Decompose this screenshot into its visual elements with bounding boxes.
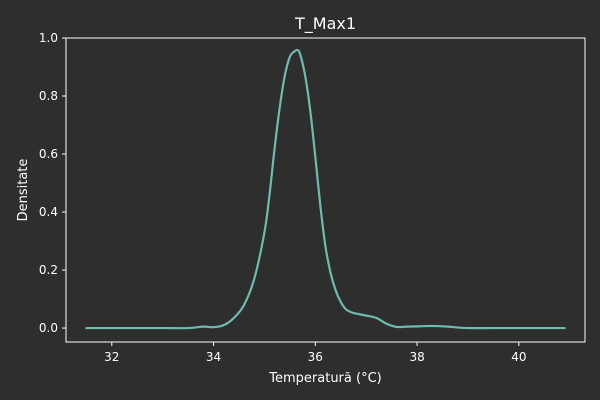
density-line xyxy=(85,48,566,330)
y-tick-label: 0.6 xyxy=(39,147,58,161)
y-tick-label: 1.0 xyxy=(39,31,58,45)
y-axis-label: Densitate xyxy=(16,159,31,222)
y-tick-label: 0.4 xyxy=(39,205,58,219)
chart-title: T_Max1 xyxy=(294,14,356,34)
x-axis: 32 34 36 38 40 xyxy=(104,342,526,364)
x-tick-label: 40 xyxy=(511,350,526,364)
x-tick-label: 36 xyxy=(308,350,323,364)
plot-area-frame xyxy=(65,37,586,343)
y-tick-label: 0.0 xyxy=(39,321,58,335)
y-tick-label: 0.2 xyxy=(39,263,58,277)
x-tick-label: 34 xyxy=(206,350,221,364)
series-layer xyxy=(85,48,566,330)
x-tick-label: 38 xyxy=(409,350,424,364)
x-axis-label: Temperatură (°C) xyxy=(268,371,381,386)
y-axis: 0.0 0.2 0.4 0.6 0.8 1.0 xyxy=(39,31,66,335)
x-tick-label: 32 xyxy=(104,350,119,364)
y-tick-label: 0.8 xyxy=(39,89,58,103)
